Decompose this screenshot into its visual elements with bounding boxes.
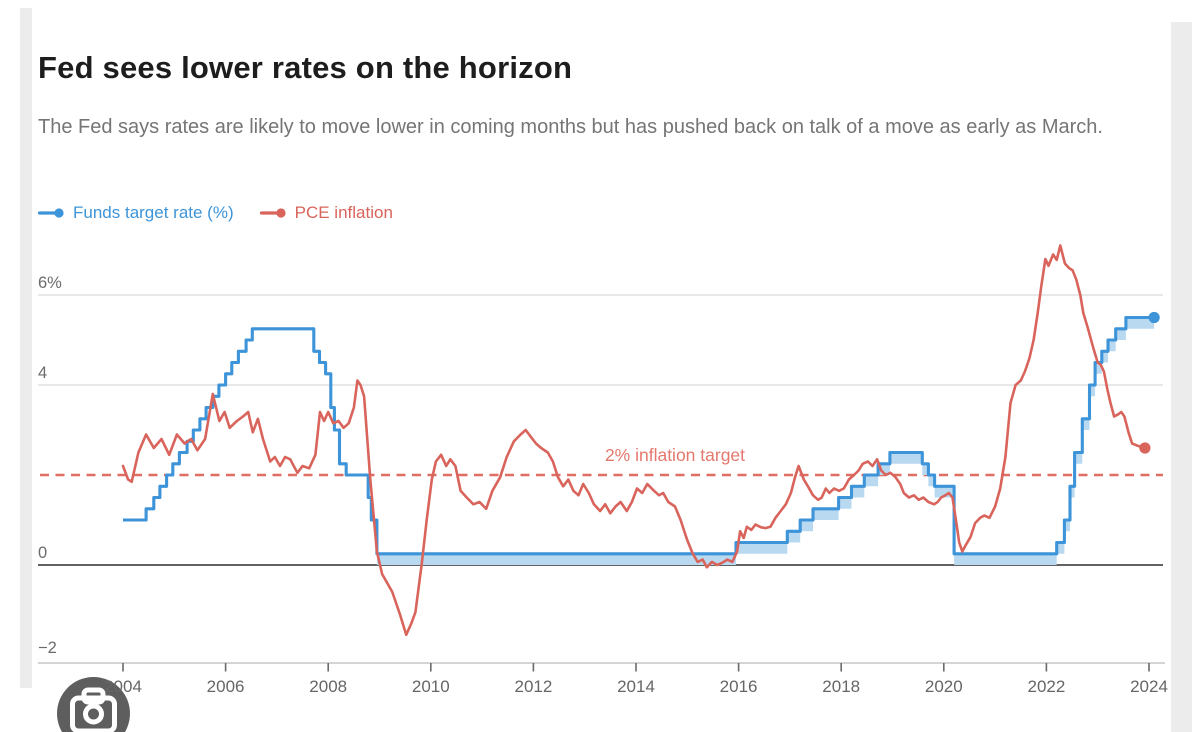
x-tick-label-2024: 2024 (1130, 677, 1168, 696)
x-tick-label-2020: 2020 (925, 677, 963, 696)
x-tick-label-2018: 2018 (822, 677, 860, 696)
y-axis-label--2: −2 (38, 639, 57, 657)
legend-item-funds-target-rate: Funds target rate (%) (38, 203, 234, 223)
x-tick-label-2010: 2010 (412, 677, 450, 696)
inflation-target-label: 2% inflation target (605, 445, 745, 465)
line-dot-marker-icon (38, 208, 64, 218)
x-tick-label-2004: 2004 (104, 677, 142, 696)
y-axis-label-4: 4 (38, 364, 47, 382)
pce-inflation-end-dot (1139, 442, 1151, 454)
x-tick-label-2022: 2022 (1027, 677, 1065, 696)
y-axis-label-0: 0 (38, 544, 47, 562)
chart-legend: Funds target rate (%) PCE inflation (38, 203, 393, 223)
legend-item-pce-inflation: PCE inflation (259, 203, 393, 223)
right-page-edge (1171, 22, 1192, 732)
x-tick-label-2008: 2008 (309, 677, 347, 696)
chart-subtitle: The Fed says rates are likely to move lo… (38, 116, 1103, 138)
funds-rate-end-dot (1148, 311, 1160, 324)
y-axis-label-6: 6% (38, 274, 62, 292)
legend-label-funds-target-rate: Funds target rate (%) (73, 203, 234, 222)
left-page-edge (20, 8, 32, 688)
page-title: Fed sees lower rates on the horizon (38, 50, 573, 85)
funds-rate-line (123, 315, 1155, 556)
x-tick-label-2012: 2012 (514, 677, 552, 696)
line-dot-marker-icon (259, 208, 286, 218)
camera-overlay-button[interactable] (57, 677, 130, 732)
camera-icon (70, 687, 117, 732)
x-tick-label-2016: 2016 (720, 677, 758, 696)
x-tick-label-2014: 2014 (617, 677, 655, 696)
pce-inflation-line (121, 244, 1147, 637)
x-tick-label-2006: 2006 (207, 677, 245, 696)
legend-label-pce-inflation: PCE inflation (294, 203, 393, 222)
